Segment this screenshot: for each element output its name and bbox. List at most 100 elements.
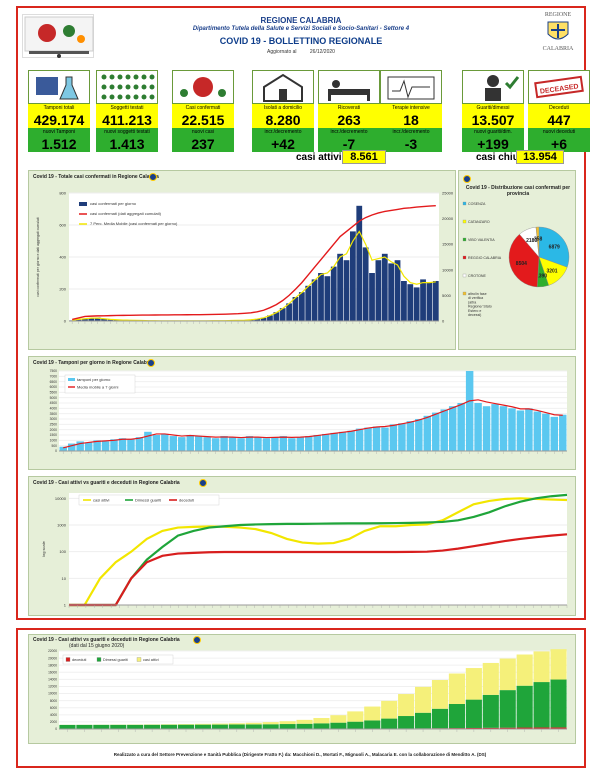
y-tick: 0 <box>55 449 57 453</box>
tests-bar <box>67 443 76 451</box>
y-tick: 2000 <box>50 428 58 432</box>
pie-legend-label: REGGIO CALABRIA <box>468 256 502 260</box>
tests-bar <box>84 442 93 451</box>
tests-bar <box>228 437 237 451</box>
stacked-segment <box>465 727 482 729</box>
stacked-segment <box>228 723 245 725</box>
confirmed-bar <box>279 308 286 321</box>
tests-legend: tamponi per giorno Media mobile a 7 giorn… <box>64 374 136 394</box>
legend-swatch <box>96 657 102 662</box>
stacked-segment <box>177 724 195 725</box>
pie-value-label: 3201 <box>546 268 557 274</box>
legend-label: casi attivi <box>93 498 110 503</box>
y-right-tick: 20000 <box>442 216 454 221</box>
y-right-tick: 5000 <box>442 293 452 298</box>
confirmed-bar <box>292 297 299 321</box>
heartbeat-line <box>392 79 430 99</box>
tests-bar <box>101 441 110 451</box>
stacked-segment <box>398 716 415 729</box>
stacked-segment <box>93 724 110 729</box>
stacked-segment <box>415 686 432 713</box>
kpi-value: 263 <box>318 112 380 128</box>
tests-bar <box>161 433 169 451</box>
person-dot <box>141 94 147 100</box>
tests-bar <box>279 436 288 451</box>
legend-label: Media mobile a 7 giorni <box>77 385 118 390</box>
legend-box <box>62 654 174 665</box>
stacked-segment <box>364 720 381 729</box>
stacked-segment <box>194 723 211 725</box>
stacked-segment <box>59 724 76 729</box>
kpi-value: 447 <box>528 112 590 128</box>
stacked-segment <box>161 724 178 729</box>
pie-legend-swatch <box>462 273 467 278</box>
stacked-segment <box>448 704 465 729</box>
tests-chart-title: Covid 19 - Tamponi per giorno in Regione… <box>33 360 153 366</box>
y-tick: 4000 <box>50 407 58 411</box>
tests-bar <box>194 436 203 451</box>
confirmed-bar <box>362 247 369 321</box>
kpi-value: 411.213 <box>96 112 158 128</box>
stacked-segment <box>465 668 482 700</box>
confirmed-bar <box>394 260 401 321</box>
tests-bar <box>423 415 432 451</box>
kpi-sub-label: nuovi casi <box>172 128 234 136</box>
confirmed-bar <box>101 318 107 321</box>
pie-legend-label: COSENZA <box>468 202 486 206</box>
lab-icon <box>28 70 90 104</box>
person-dot <box>141 84 147 90</box>
department-subtitle: Dipartimento Tutela della Salute e Servi… <box>192 26 410 32</box>
confirmed-bar <box>107 319 114 321</box>
kpi-tile: Tamponi totali 429.174 nuovi Tamponi 1.512 <box>28 70 90 152</box>
y-tick: 100 <box>59 549 66 554</box>
person-dot <box>117 74 123 80</box>
stacked-segment <box>262 724 279 729</box>
tests-bar <box>499 406 508 451</box>
log-series-line <box>69 493 568 607</box>
stacked-segment <box>482 662 499 695</box>
tests-bar <box>432 412 440 451</box>
legend-label: 7 Perc. Media Mobile (casi confermati pe… <box>90 221 178 226</box>
stacked-segment <box>127 724 144 729</box>
stacked-chart-title: Covid 19 - Casi attivi vs guariti e dece… <box>33 637 180 643</box>
person-dot <box>117 94 123 100</box>
stacked-segment <box>550 727 567 729</box>
flask-shape <box>59 76 79 100</box>
legend-label: Dimessi guariti <box>103 658 128 662</box>
y-tick: 1500 <box>50 433 58 437</box>
pie-legend-label: VIBO VALENTIA <box>468 238 495 242</box>
pie-legend-swatch <box>462 255 467 260</box>
y-tick: 4000 <box>50 713 57 717</box>
kpi-sub-value: -3 <box>380 136 442 152</box>
tests-bar <box>237 438 245 451</box>
confirmed-legend: casi confermati per giorno casi confermat… <box>79 201 178 226</box>
tests-bar <box>381 427 389 451</box>
tests-bar <box>321 433 330 451</box>
person-dot <box>101 94 107 100</box>
stacked-segment <box>347 721 364 729</box>
kpi-label: Soggetti testati <box>96 104 158 112</box>
y-tick: 10000 <box>48 692 57 696</box>
bottom-frame <box>16 628 586 768</box>
kpi-label: Casi confermati <box>172 104 234 112</box>
tests-bar <box>118 438 127 451</box>
region-title: REGIONE CALABRIA <box>260 16 342 25</box>
y-left-tick: 600 <box>59 223 66 228</box>
tests-badge-icon <box>147 359 155 367</box>
person-dot <box>125 74 131 80</box>
y-left-tick: 200 <box>59 287 66 292</box>
y-tick: 8000 <box>50 699 57 703</box>
tests-bar <box>330 432 338 451</box>
kpi-tile: Ricoverati 263 incr./decremento -7 <box>318 70 380 152</box>
tests-bar <box>110 439 118 451</box>
kpi-value: 8.280 <box>252 112 314 128</box>
stacked-segment <box>431 680 449 709</box>
kpi-value: 429.174 <box>28 112 90 128</box>
y-tick: 0 <box>55 727 57 731</box>
confirmed-bar <box>254 319 261 321</box>
kpi-label: Guariti/dimessi <box>462 104 524 112</box>
tests-bar <box>465 371 474 451</box>
logo-top: REGIONE <box>544 12 572 18</box>
active-log-panel: Covid 19 - Casi attivi vs guariti e dece… <box>28 476 576 616</box>
pie-legend-swatch <box>462 219 467 224</box>
